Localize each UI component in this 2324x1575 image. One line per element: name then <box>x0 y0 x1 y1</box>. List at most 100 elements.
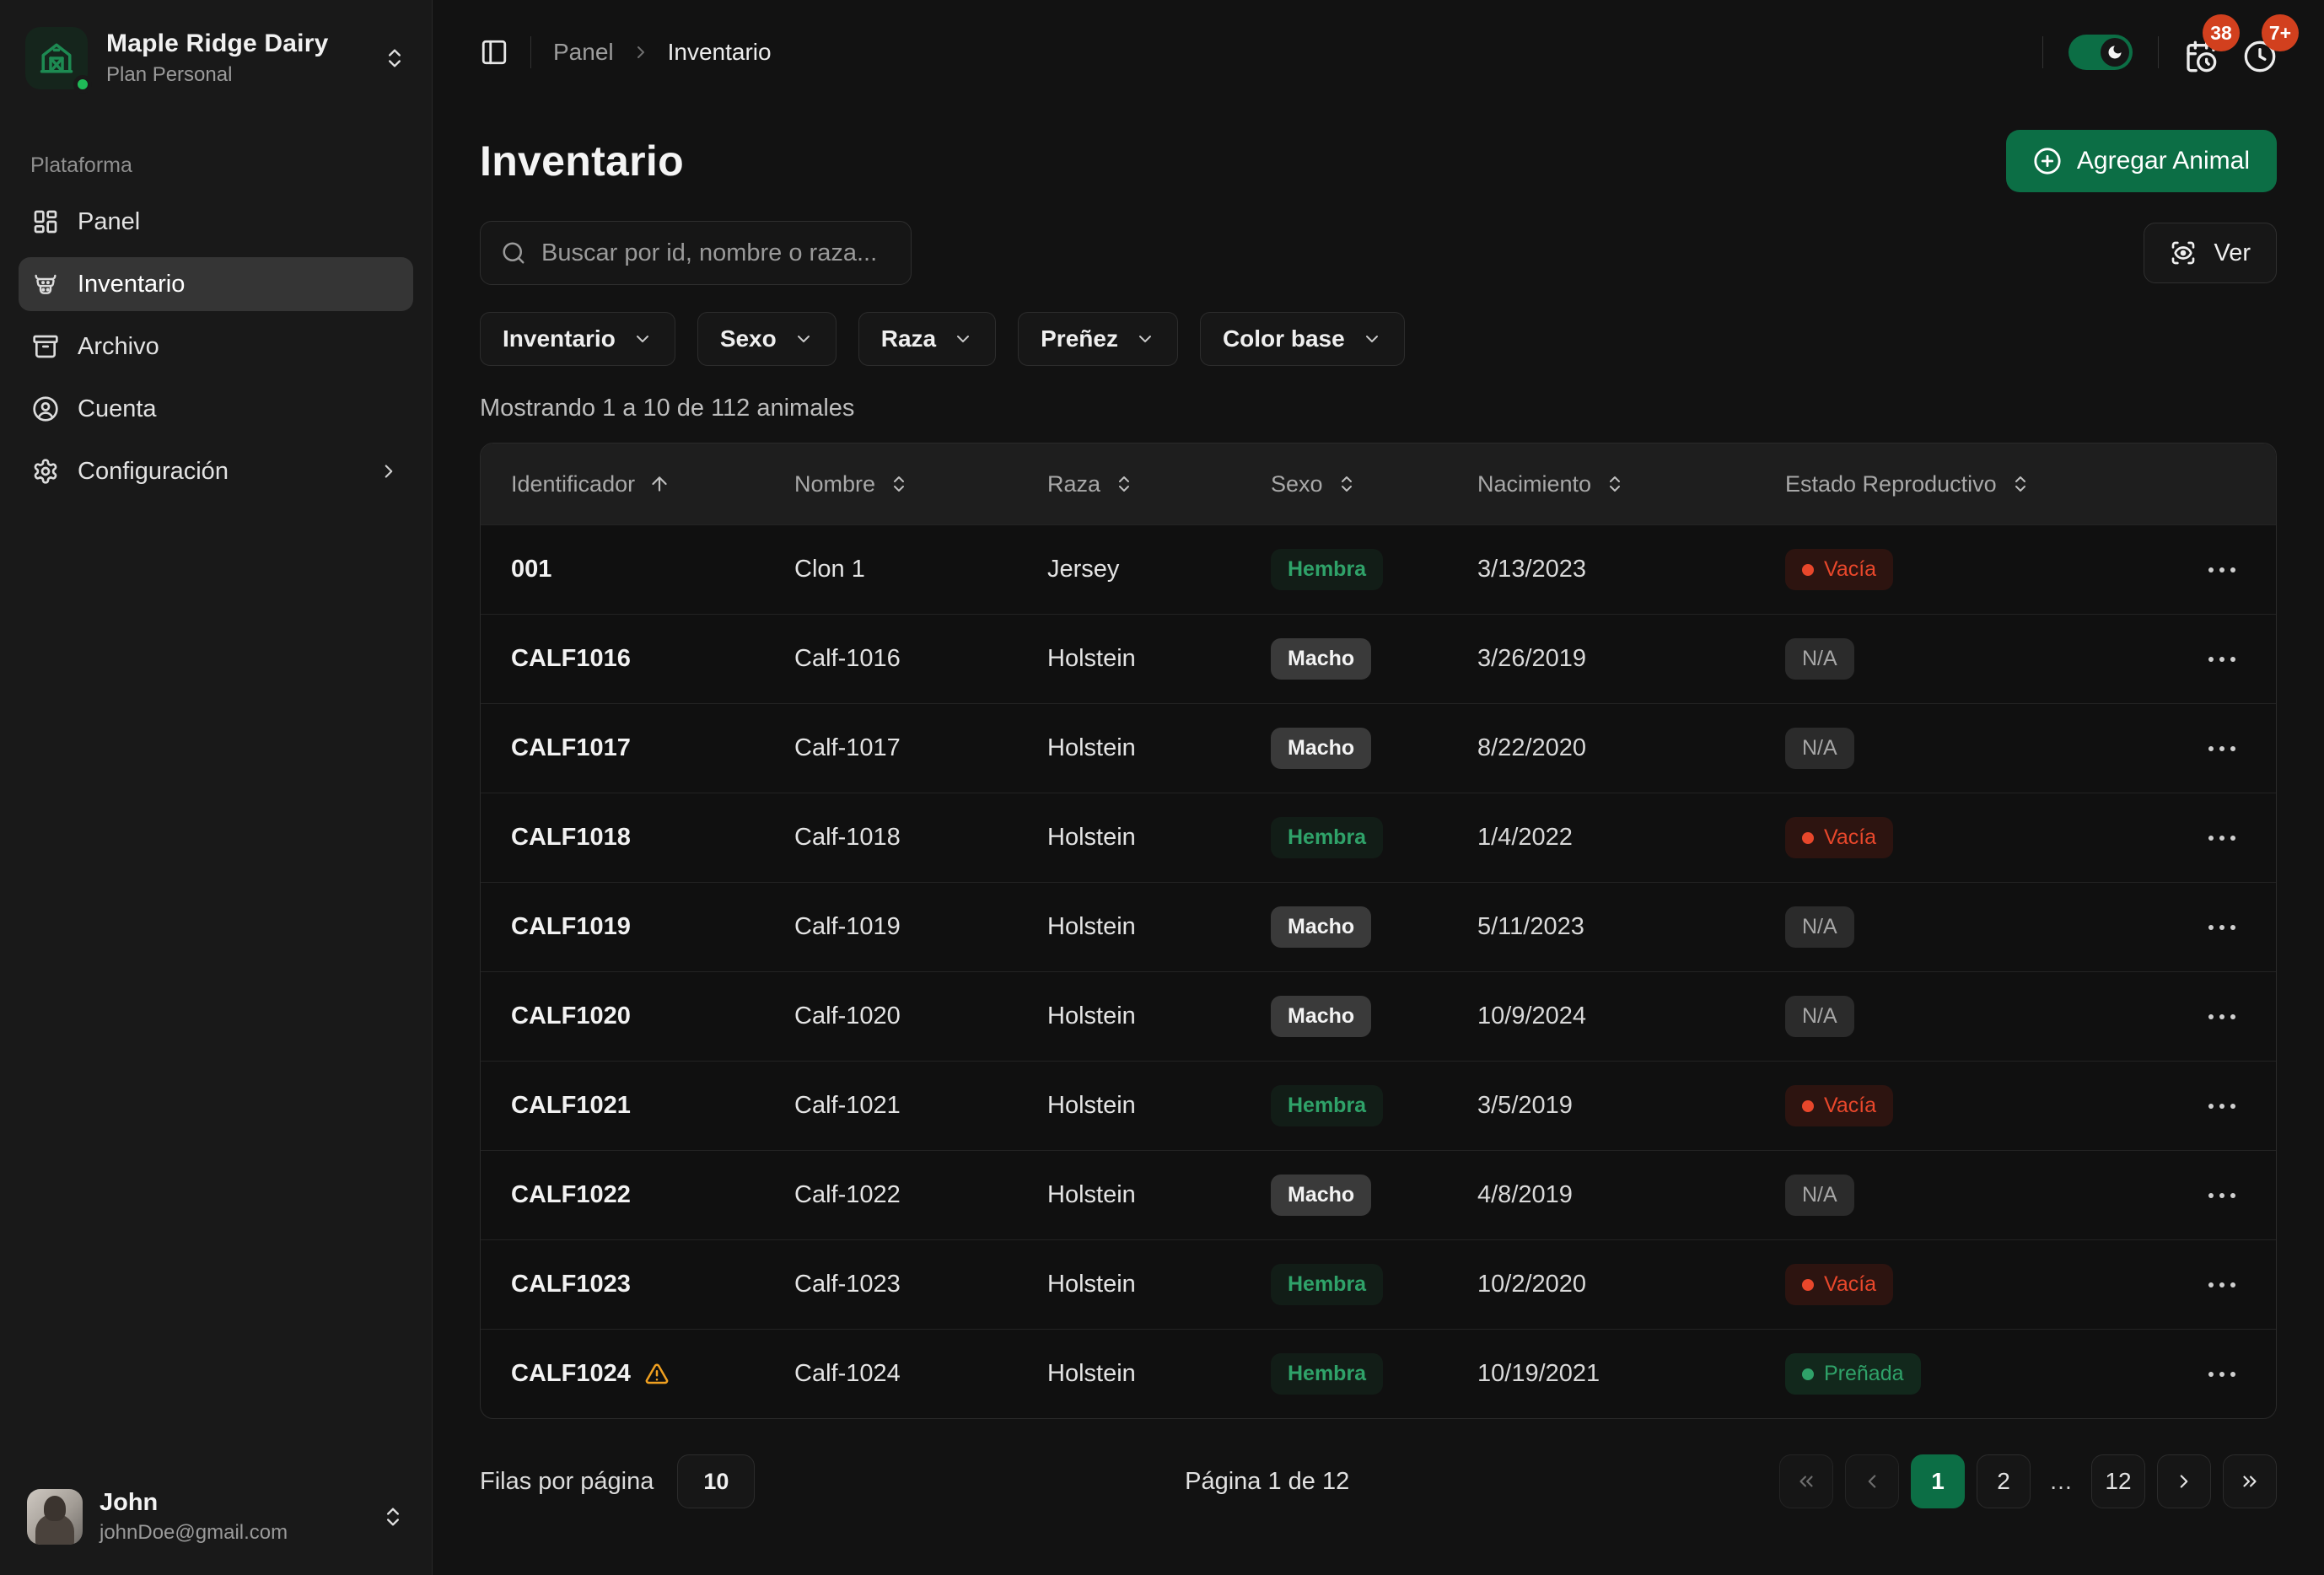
table-row[interactable]: CALF1019 Calf-1019 Holstein Macho 5/11/2… <box>481 882 2276 971</box>
sidebar-item-configuracion[interactable]: Configuración <box>19 444 413 498</box>
column-header-sexo[interactable]: Sexo <box>1271 471 1477 497</box>
animal-birthdate: 8/22/2020 <box>1477 734 1785 762</box>
reminders-button[interactable]: 38 <box>2184 40 2218 73</box>
sidebar-item-panel[interactable]: Panel <box>19 195 413 249</box>
main-content: Panel Inventario <box>433 0 2324 1575</box>
chevrons-left-icon <box>1795 1470 1817 1492</box>
column-header-nombre[interactable]: Nombre <box>794 471 1047 497</box>
animal-id: CALF1016 <box>511 645 631 673</box>
chevron-down-icon <box>1135 329 1155 349</box>
column-header-raza[interactable]: Raza <box>1047 471 1271 497</box>
last-page-button[interactable] <box>2223 1454 2277 1508</box>
animal-breed: Holstein <box>1047 1360 1271 1388</box>
sex-badge: Hembra <box>1271 549 1383 590</box>
animal-id: CALF1023 <box>511 1271 631 1298</box>
column-header-nacimiento[interactable]: Nacimiento <box>1477 471 1785 497</box>
page-button-2[interactable]: 2 <box>1977 1454 2031 1508</box>
rows-per-page-label: Filas por página <box>480 1468 654 1496</box>
filter-sexo[interactable]: Sexo <box>697 312 837 366</box>
page-button-12[interactable]: 12 <box>2091 1454 2145 1508</box>
table-row[interactable]: CALF1016 Calf-1016 Holstein Macho 3/26/2… <box>481 614 2276 703</box>
sidebar-toggle-button[interactable] <box>480 38 508 67</box>
animal-breed: Holstein <box>1047 1271 1271 1298</box>
rows-per-page-select[interactable]: 10 <box>677 1454 755 1508</box>
search-box[interactable] <box>480 221 912 285</box>
search-input[interactable] <box>541 239 890 267</box>
next-page-button[interactable] <box>2157 1454 2211 1508</box>
table-row[interactable]: CALF1017 Calf-1017 Holstein Macho 8/22/2… <box>481 703 2276 793</box>
table-row[interactable]: CALF1024 Calf-1024 Holstein Hembra 10/19… <box>481 1329 2276 1418</box>
gear-icon <box>32 458 59 485</box>
first-page-button[interactable] <box>1779 1454 1833 1508</box>
status-badge: N/A <box>1785 1175 1854 1216</box>
sidebar-item-label: Configuración <box>78 458 229 486</box>
animal-id: 001 <box>511 556 551 583</box>
theme-toggle[interactable] <box>2068 35 2133 70</box>
column-header-estado[interactable]: Estado Reproductivo <box>1785 471 2173 497</box>
breadcrumb: Panel Inventario <box>553 39 772 66</box>
notification-count-badge: 7+ <box>2262 14 2299 51</box>
chevron-left-icon <box>1861 1470 1883 1492</box>
user-menu[interactable]: John johnDoe@gmail.com <box>19 1482 413 1551</box>
org-plan: Plan Personal <box>106 63 364 87</box>
view-options-button[interactable]: Ver <box>2144 223 2277 283</box>
sidebar: Maple Ridge Dairy Plan Personal Platafor… <box>0 0 433 1575</box>
breadcrumb-parent[interactable]: Panel <box>553 39 614 66</box>
row-actions-menu-button[interactable] <box>2200 917 2244 938</box>
chevron-down-icon <box>953 329 973 349</box>
table-row[interactable]: CALF1018 Calf-1018 Holstein Hembra 1/4/2… <box>481 793 2276 882</box>
sidebar-section-label: Plataforma <box>30 153 413 178</box>
row-actions-menu-button[interactable] <box>2200 827 2244 849</box>
sex-badge: Macho <box>1271 728 1371 769</box>
table-row[interactable]: 001 Clon 1 Jersey Hembra 3/13/2023 Vacía <box>481 524 2276 614</box>
org-switcher[interactable]: Maple Ridge Dairy Plan Personal <box>19 22 413 94</box>
animal-name: Calf-1021 <box>794 1092 1047 1120</box>
notification-count-badge: 38 <box>2203 14 2240 51</box>
org-status-dot <box>73 75 92 94</box>
plus-circle-icon <box>2033 147 2062 175</box>
table-row[interactable]: CALF1022 Calf-1022 Holstein Macho 4/8/20… <box>481 1150 2276 1239</box>
row-actions-menu-button[interactable] <box>2200 1185 2244 1207</box>
table-row[interactable]: CALF1021 Calf-1021 Holstein Hembra 3/5/2… <box>481 1061 2276 1150</box>
sidebar-item-cuenta[interactable]: Cuenta <box>19 382 413 436</box>
sidebar-item-inventario[interactable]: Inventario <box>19 257 413 311</box>
history-button[interactable]: 7+ <box>2243 40 2277 73</box>
row-actions-menu-button[interactable] <box>2200 1274 2244 1296</box>
sidebar-item-label: Panel <box>78 208 140 236</box>
animal-id: CALF1024 <box>511 1360 631 1388</box>
column-header-identificador[interactable]: Identificador <box>481 471 794 497</box>
animal-breed: Jersey <box>1047 556 1271 583</box>
row-actions-menu-button[interactable] <box>2200 1006 2244 1028</box>
status-badge: N/A <box>1785 638 1854 680</box>
animal-id: CALF1021 <box>511 1092 631 1120</box>
arrow-up-icon <box>648 473 670 495</box>
animal-birthdate: 4/8/2019 <box>1477 1181 1785 1209</box>
row-actions-menu-button[interactable] <box>2200 1095 2244 1117</box>
filter-inventario[interactable]: Inventario <box>480 312 675 366</box>
status-badge: Vacía <box>1785 549 1893 590</box>
warning-icon <box>644 1362 670 1387</box>
filter-color-base[interactable]: Color base <box>1200 312 1405 366</box>
row-actions-menu-button[interactable] <box>2200 738 2244 760</box>
sex-badge: Macho <box>1271 906 1371 948</box>
prev-page-button[interactable] <box>1845 1454 1899 1508</box>
filter-row: Inventario Sexo Raza Preñez Color base <box>480 312 2277 366</box>
divider <box>2158 36 2159 68</box>
row-actions-menu-button[interactable] <box>2200 648 2244 670</box>
row-actions-menu-button[interactable] <box>2200 559 2244 581</box>
sidebar-item-label: Inventario <box>78 271 185 298</box>
barn-icon <box>39 40 74 76</box>
add-animal-button[interactable]: Agregar Animal <box>2006 130 2277 192</box>
filter-prenez[interactable]: Preñez <box>1018 312 1178 366</box>
table-row[interactable]: CALF1023 Calf-1023 Holstein Hembra 10/2/… <box>481 1239 2276 1329</box>
page-button-1[interactable]: 1 <box>1911 1454 1965 1508</box>
archive-icon <box>32 333 59 360</box>
sidebar-item-archivo[interactable]: Archivo <box>19 320 413 374</box>
filter-raza[interactable]: Raza <box>858 312 996 366</box>
table-row[interactable]: CALF1020 Calf-1020 Holstein Macho 10/9/2… <box>481 971 2276 1061</box>
sex-badge: Macho <box>1271 996 1371 1037</box>
row-actions-menu-button[interactable] <box>2200 1363 2244 1385</box>
animal-birthdate: 1/4/2022 <box>1477 824 1785 852</box>
chevron-right-icon <box>2173 1470 2195 1492</box>
sex-badge: Hembra <box>1271 817 1383 858</box>
